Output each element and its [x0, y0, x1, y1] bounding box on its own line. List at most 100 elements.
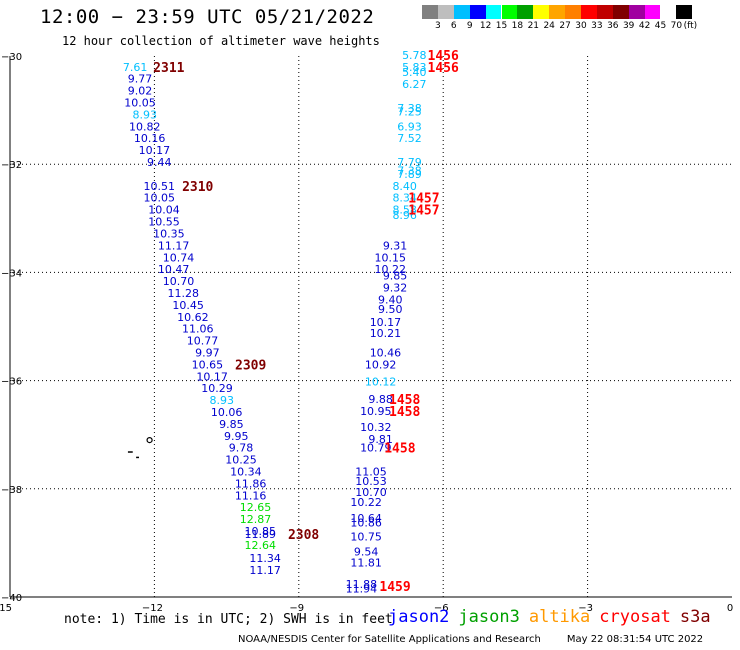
wave-height-label: 8.34 [392, 192, 417, 205]
wave-height-label: 9.50 [378, 303, 403, 316]
wave-height-label: 9.95 [224, 430, 249, 443]
wave-height-label: 11.28 [168, 287, 200, 300]
pass-time-label: 1457 [408, 192, 439, 207]
wave-height-label: 11.17 [158, 239, 190, 252]
legend-item-altika: altika [528, 607, 591, 627]
wave-height-label: 10.70 [163, 275, 195, 288]
wave-height-label: 9.85 [383, 270, 408, 283]
footer: NOAA/NESDIS Center for Satellite Applica… [238, 634, 729, 645]
wave-height-label: 10.95 [360, 405, 392, 418]
colorbar-swatch [676, 5, 693, 19]
wave-height-label: 10.77 [187, 335, 219, 348]
colorbar-swatch [596, 5, 613, 19]
wave-height-label: 11.05 [355, 465, 387, 478]
wave-height-label: 10.15 [375, 251, 407, 264]
colorbar-label: (ft) [683, 21, 698, 31]
wave-height-label: 10.16 [134, 132, 166, 145]
colorbar-label: 42 [638, 21, 651, 31]
colorbar-label: 15 [495, 21, 508, 31]
lon-tick-label: −15 [0, 603, 12, 614]
colorbar-label: 6 [450, 21, 457, 31]
wave-height-label: 5.83 [402, 61, 427, 74]
colorbar-label: 3 [435, 21, 441, 31]
lon-tick-label: −9 [289, 603, 304, 614]
wave-height-label: 12.65 [240, 501, 272, 514]
wave-height-label: 11.86 [235, 477, 267, 490]
colorbar-label: 21 [527, 21, 540, 31]
wave-height-label: 8.58 [392, 204, 417, 217]
wave-height-label: 11.16 [235, 489, 267, 502]
colorbar-swatch [453, 5, 470, 19]
wave-height-label: 10.34 [230, 465, 262, 478]
colorbar-swatch [628, 5, 645, 19]
wave-height-label: 11.34 [249, 552, 281, 565]
footer-credit: NOAA/NESDIS Center for Satellite Applica… [238, 634, 541, 645]
colorbar-swatch [501, 5, 518, 19]
wave-height-label: 10.29 [201, 382, 233, 395]
pass-time-label: 1459 [379, 580, 410, 595]
wave-height-label: 10.51 [143, 180, 175, 193]
footer-timestamp: May 22 08:31:54 UTC 2022 [566, 634, 704, 645]
pass-time-label: 2308 [288, 528, 319, 543]
wave-height-label: 9.44 [147, 156, 172, 169]
legend-item-jason3: jason3 [458, 607, 520, 627]
wave-height-label: 11.94 [346, 582, 378, 595]
wave-height-label: 9.77 [128, 73, 153, 86]
lon-tick-label: −12 [142, 603, 163, 614]
colorbar-label: 24 [543, 21, 555, 31]
wave-height-label: 10.85 [245, 525, 277, 538]
wave-height-label: 11.17 [249, 564, 281, 577]
wave-height-label: 10.17 [139, 144, 171, 157]
pass-time-label: 1458 [384, 442, 415, 457]
wave-height-label: 8.93 [210, 394, 235, 407]
wave-height-label: 10.82 [129, 120, 161, 133]
wave-height-label: 10.06 [211, 406, 243, 419]
colorbar-swatch [485, 5, 502, 19]
wave-height-label: 12.64 [245, 539, 277, 552]
pass-time-label: 1458 [389, 393, 420, 408]
colorbar-swatch [422, 5, 438, 19]
wave-height-label: 9.40 [378, 293, 403, 306]
colorbar-label: 45 [654, 21, 667, 31]
colorbar-label: 30 [575, 21, 587, 31]
colorbar-swatch [612, 5, 629, 19]
legend-item-jason2: jason2 [388, 607, 450, 627]
pass-time-label: 1456 [428, 49, 459, 64]
lat-tick-label: −36 [1, 377, 22, 388]
wave-height-label: 8.96 [392, 209, 417, 222]
wave-height-label: 9.31 [383, 239, 408, 252]
pass-time-label: 2310 [182, 180, 213, 195]
wave-height-label: 10.35 [153, 227, 185, 240]
wave-height-label: 5.78 [402, 49, 427, 62]
satellite-track: 7.619.779.0210.058.9310.8210.1610.179.44… [123, 61, 320, 577]
colorbar-label: 18 [511, 21, 524, 31]
lat-tick-label: −38 [1, 485, 22, 496]
wave-height-label: 10.70 [355, 486, 387, 499]
wave-height-label: 10.32 [360, 421, 392, 434]
wave-height-label: 11.06 [182, 323, 214, 336]
wave-height-label: 10.25 [225, 454, 257, 467]
wave-height-label: 10.75 [350, 530, 382, 543]
colorbar-swatch [660, 5, 677, 19]
wave-height-label: 10.05 [143, 192, 175, 205]
colorbar-label: 39 [622, 21, 635, 31]
satellite-legend: jason2 jason3 altika cryosat s3a [388, 607, 720, 627]
island-marker [127, 437, 153, 459]
wave-height-label: 7.52 [397, 132, 422, 145]
colorbar-swatch [437, 5, 454, 19]
wave-height-label: 7.38 [397, 102, 422, 115]
colorbar-label: 12 [479, 21, 492, 31]
wave-height-label: 10.55 [148, 216, 180, 229]
wave-height-label: 10.22 [350, 496, 382, 509]
colorbar-swatch [565, 5, 581, 19]
wave-height-label: 10.65 [192, 358, 224, 371]
wave-height-label: 9.02 [128, 85, 153, 98]
wave-height-label: 10.21 [370, 327, 402, 340]
pass-time-label: 2311 [153, 61, 184, 76]
lon-tick-label: 0 [727, 603, 733, 614]
lon-tick-label: −6 [434, 603, 449, 614]
legend-item-cryosat: cryosat [599, 607, 671, 627]
wave-height-label: 9.78 [229, 442, 254, 455]
colorbar-swatch [644, 5, 661, 19]
